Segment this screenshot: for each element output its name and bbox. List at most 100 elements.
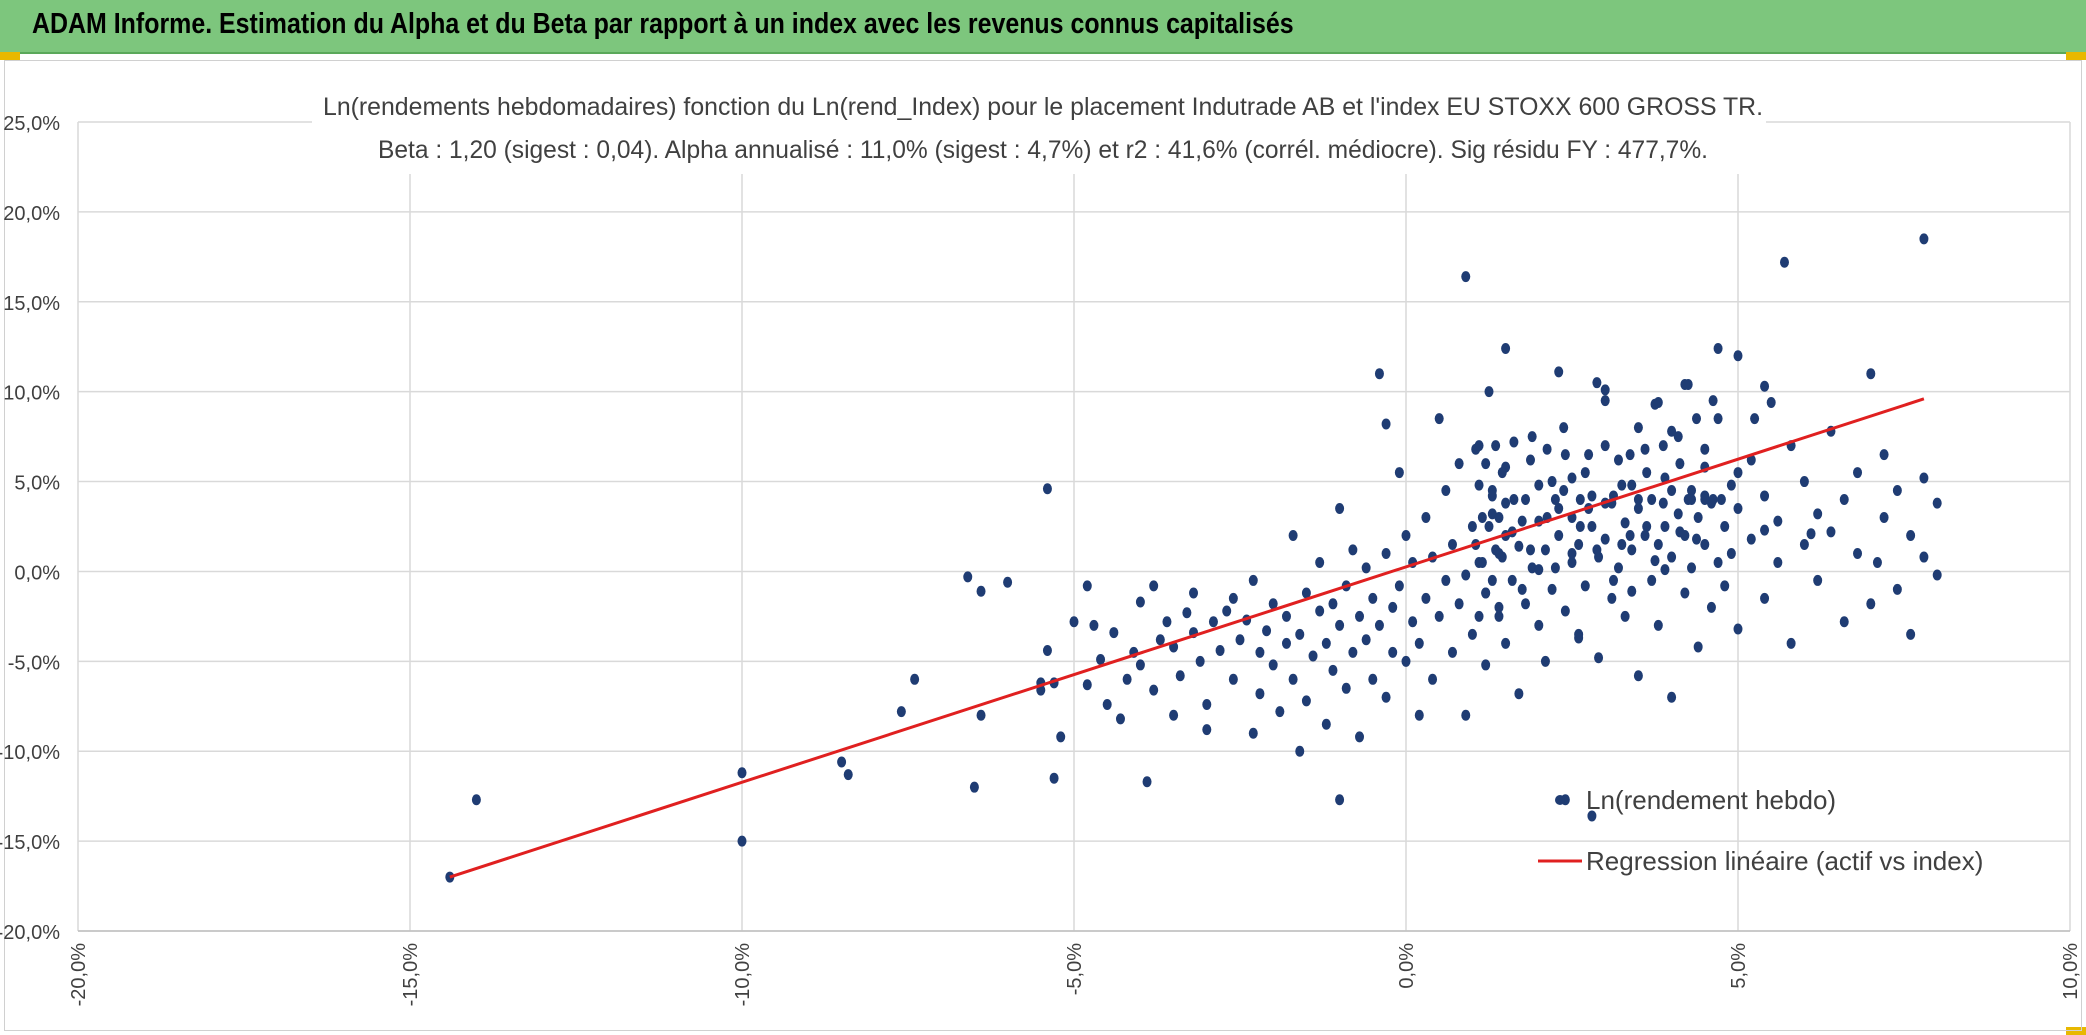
data-point xyxy=(1584,449,1594,461)
data-point xyxy=(1708,395,1718,407)
data-point xyxy=(1919,472,1929,484)
data-point xyxy=(1658,440,1668,452)
data-point xyxy=(1501,497,1511,509)
data-point xyxy=(1587,810,1597,822)
data-point xyxy=(1388,646,1398,658)
data-point xyxy=(1042,483,1052,495)
data-point xyxy=(1554,366,1564,378)
data-point xyxy=(1003,576,1013,588)
data-point xyxy=(1879,449,1889,461)
data-point xyxy=(1514,540,1524,552)
data-point xyxy=(1872,556,1882,568)
data-point xyxy=(1733,350,1743,362)
chart-title-background xyxy=(312,84,1766,174)
data-point xyxy=(1501,343,1511,355)
data-point xyxy=(1517,515,1527,527)
data-point xyxy=(1567,472,1577,484)
legend-label-line: Regression linéaire (actif vs index) xyxy=(1586,846,1983,876)
report-title: ADAM Informe. Estimation du Alpha et du … xyxy=(32,8,1294,40)
data-point xyxy=(1281,610,1291,622)
data-point xyxy=(1692,413,1701,425)
data-point xyxy=(1414,637,1424,649)
data-point xyxy=(1866,598,1876,610)
data-point xyxy=(1547,583,1557,595)
data-point xyxy=(1049,772,1059,784)
chart-frame xyxy=(4,60,2082,1031)
data-point xyxy=(1726,547,1736,559)
data-point xyxy=(1667,691,1677,703)
data-point xyxy=(1461,271,1471,283)
data-point xyxy=(1477,556,1487,568)
data-point xyxy=(1189,587,1199,599)
data-point xyxy=(1853,547,1863,559)
data-point xyxy=(1494,512,1504,524)
data-point xyxy=(1680,378,1690,390)
data-point xyxy=(1355,610,1365,622)
data-point xyxy=(1248,574,1258,586)
data-point xyxy=(1746,454,1756,466)
data-point xyxy=(1069,616,1079,628)
data-point xyxy=(1477,512,1487,524)
data-point xyxy=(471,794,481,806)
corner-marker-top-left xyxy=(0,52,20,60)
data-point xyxy=(1892,583,1902,595)
data-point xyxy=(1613,562,1623,574)
data-point xyxy=(1494,610,1504,622)
chart-subtitle: Beta : 1,20 (sigest : 0,04). Alpha annua… xyxy=(378,136,1708,164)
data-point xyxy=(1716,494,1726,506)
data-point xyxy=(1454,458,1464,470)
chart-title: Ln(rendements hebdomadaires) fonction du… xyxy=(323,93,1763,121)
data-point xyxy=(1720,521,1730,532)
data-point xyxy=(1235,634,1245,646)
data-point xyxy=(1514,688,1524,700)
data-point xyxy=(1182,607,1192,619)
data-point xyxy=(1487,490,1497,502)
data-point xyxy=(1839,616,1849,628)
y-tick-label: -10,0% xyxy=(0,742,60,764)
data-point xyxy=(1262,625,1272,637)
data-point xyxy=(1617,538,1627,550)
data-point xyxy=(1773,515,1783,527)
data-point xyxy=(1348,544,1358,556)
data-point xyxy=(1587,521,1597,532)
data-point xyxy=(1208,616,1218,628)
report-banner: ADAM Informe. Estimation du Alpha et du … xyxy=(0,0,2086,54)
data-point xyxy=(1687,562,1697,574)
y-tick-label: 0,0% xyxy=(14,562,60,584)
y-axis-tick-labels: -20,0% -15,0% -10,0% -5,0% 0,0% 5,0% 10,0% 15,0… xyxy=(0,113,60,944)
data-point xyxy=(1421,592,1431,604)
data-point xyxy=(1481,659,1491,671)
data-point xyxy=(1461,709,1471,721)
data-point xyxy=(1550,562,1560,574)
y-tick-label: -5,0% xyxy=(8,652,60,674)
data-point xyxy=(737,767,747,779)
data-point xyxy=(1673,431,1683,443)
data-point xyxy=(1484,386,1494,398)
data-point xyxy=(1733,467,1743,479)
data-point xyxy=(737,835,747,847)
data-point xyxy=(1517,583,1527,595)
data-point xyxy=(1056,731,1066,743)
data-point xyxy=(1799,476,1809,488)
data-point xyxy=(1919,551,1929,563)
data-point xyxy=(1667,485,1677,497)
data-point xyxy=(1381,547,1391,559)
data-point xyxy=(1521,598,1531,610)
data-point xyxy=(1574,538,1584,550)
data-point xyxy=(1096,654,1106,666)
data-point xyxy=(1813,574,1823,586)
data-point xyxy=(1700,494,1710,506)
data-point xyxy=(1308,650,1318,662)
data-point xyxy=(1625,529,1635,541)
x-tick-label: 0,0% xyxy=(1396,943,1418,989)
data-point xyxy=(1713,413,1723,425)
data-point xyxy=(1102,698,1112,710)
data-point xyxy=(1574,632,1584,644)
data-point xyxy=(1135,596,1145,608)
data-point xyxy=(963,571,973,583)
data-point xyxy=(1567,547,1577,559)
data-point xyxy=(1560,605,1570,617)
x-tick-label: -5,0% xyxy=(1064,943,1086,995)
data-point xyxy=(1288,673,1298,685)
